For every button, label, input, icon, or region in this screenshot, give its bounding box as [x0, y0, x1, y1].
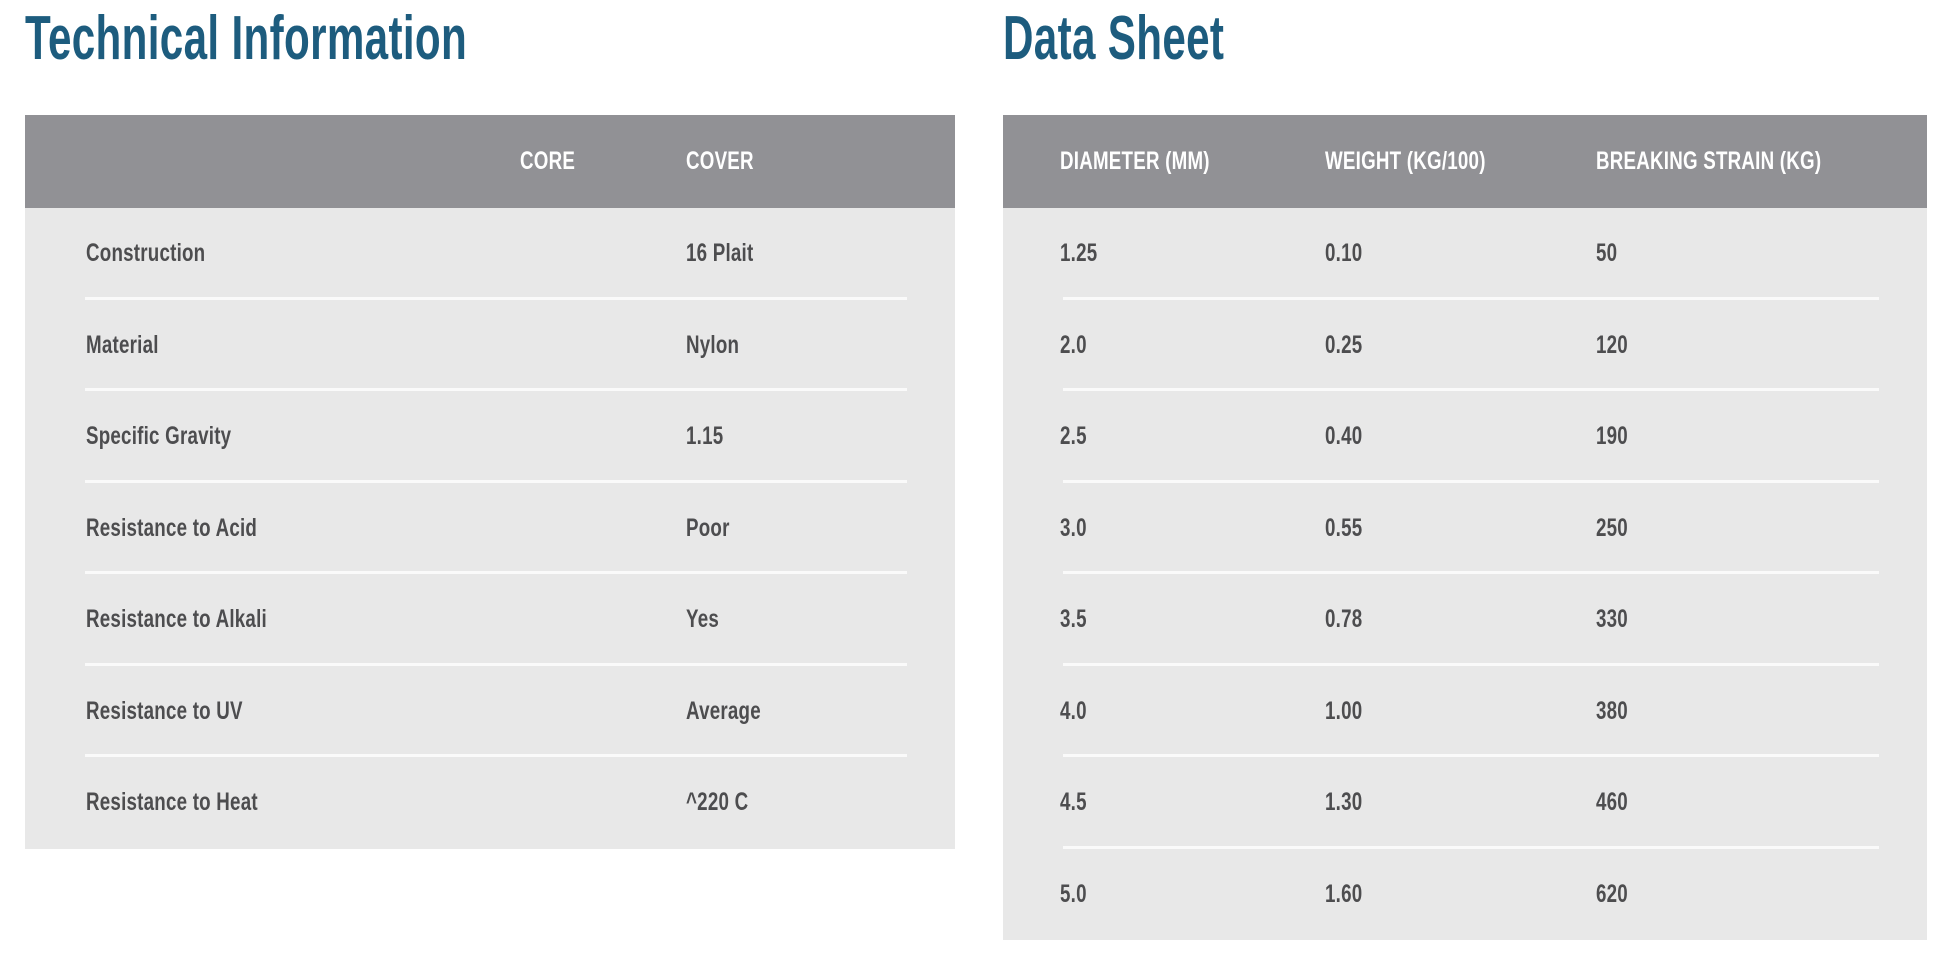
table-row: Resistance to Acid Poor: [25, 483, 955, 575]
row-label: Material: [86, 330, 159, 359]
cover-column-header: COVER: [686, 147, 754, 175]
data-sheet-title: Data Sheet: [1003, 8, 1927, 115]
breaking-strain-value: 620: [1596, 879, 1628, 908]
breaking-strain-value: 380: [1596, 696, 1628, 725]
core-value: [520, 514, 686, 543]
data-sheet-section: Data Sheet DIAMETER (MM) WEIGHT (KG/100)…: [1003, 8, 1927, 940]
table-row: 3.5 0.78 330: [1003, 574, 1927, 666]
core-value: [520, 605, 686, 634]
diameter-value: 3.5: [1060, 605, 1087, 634]
data-sheet-table: DIAMETER (MM) WEIGHT (KG/100) BREAKING S…: [1003, 115, 1927, 940]
table-row: 2.5 0.40 190: [1003, 391, 1927, 483]
core-value: [520, 422, 686, 451]
row-label: Construction: [86, 239, 206, 268]
table-row: 2.0 0.25 120: [1003, 300, 1927, 392]
weight-value: 1.60: [1325, 879, 1363, 908]
diameter-value: 4.5: [1060, 788, 1087, 817]
weight-value: 0.78: [1325, 605, 1363, 634]
diameter-column-header: DIAMETER (MM): [1060, 147, 1210, 175]
weight-value: 0.10: [1325, 239, 1363, 268]
breaking-strain-value: 250: [1596, 513, 1628, 542]
row-label: Resistance to Heat: [86, 788, 258, 817]
diameter-value: 3.0: [1060, 513, 1087, 542]
weight-column-header: WEIGHT (KG/100): [1325, 147, 1486, 175]
core-value: [520, 697, 686, 726]
weight-value: 0.55: [1325, 513, 1363, 542]
breaking-strain-value: 50: [1596, 239, 1618, 268]
breaking-strain-value: 190: [1596, 422, 1628, 451]
breaking-strain-value: 460: [1596, 788, 1628, 817]
table-row: 4.5 1.30 460: [1003, 757, 1927, 849]
technical-information-title: Technical Information: [25, 8, 955, 115]
table-row: Specific Gravity 1.15: [25, 391, 955, 483]
core-value: [520, 788, 686, 817]
technical-information-section: Technical Information CORE COVER Constru…: [25, 8, 955, 849]
row-label: Resistance to Acid: [86, 513, 258, 542]
breaking-strain-column-header: BREAKING STRAIN (KG): [1596, 147, 1822, 175]
weight-value: 0.40: [1325, 422, 1363, 451]
table-row: Resistance to Alkali Yes: [25, 574, 955, 666]
cover-value: Average: [686, 696, 761, 725]
table-row: 1.25 0.10 50: [1003, 208, 1927, 300]
row-label: Specific Gravity: [86, 422, 232, 451]
table-row: 4.0 1.00 380: [1003, 666, 1927, 758]
weight-value: 0.25: [1325, 330, 1363, 359]
breaking-strain-value: 120: [1596, 330, 1628, 359]
diameter-value: 2.5: [1060, 422, 1087, 451]
table-row: Resistance to UV Average: [25, 666, 955, 758]
data-sheet-table-header: DIAMETER (MM) WEIGHT (KG/100) BREAKING S…: [1003, 115, 1927, 208]
core-column-header: CORE: [520, 147, 576, 175]
cover-value: ^220 C: [686, 788, 749, 817]
weight-value: 1.30: [1325, 788, 1363, 817]
row-label: Resistance to Alkali: [86, 605, 267, 634]
data-sheet-title-text: Data Sheet: [1003, 4, 1225, 73]
cover-value: 1.15: [686, 422, 724, 451]
cover-value: Poor: [686, 513, 730, 542]
table-row: 5.0 1.60 620: [1003, 849, 1927, 941]
core-value: [520, 239, 686, 268]
technical-information-title-text: Technical Information: [25, 4, 468, 73]
technical-information-table-header: CORE COVER: [25, 115, 955, 208]
table-row: 3.0 0.55 250: [1003, 483, 1927, 575]
table-row: Construction 16 Plait: [25, 208, 955, 300]
table-row: Material Nylon: [25, 300, 955, 392]
diameter-value: 5.0: [1060, 879, 1087, 908]
data-sheet-table-body: 1.25 0.10 50 2.0 0.25 120 2.5 0.40 190 3…: [1003, 208, 1927, 940]
breaking-strain-value: 330: [1596, 605, 1628, 634]
cover-value: 16 Plait: [686, 239, 754, 268]
table-row: Resistance to Heat ^220 C: [25, 757, 955, 849]
diameter-value: 4.0: [1060, 696, 1087, 725]
diameter-value: 1.25: [1060, 239, 1098, 268]
row-label: Resistance to UV: [86, 696, 243, 725]
technical-information-table-body: Construction 16 Plait Material Nylon Spe…: [25, 208, 955, 849]
cover-value: Nylon: [686, 330, 740, 359]
diameter-value: 2.0: [1060, 330, 1087, 359]
weight-value: 1.00: [1325, 696, 1363, 725]
core-value: [520, 331, 686, 360]
cover-value: Yes: [686, 605, 720, 634]
technical-information-table: CORE COVER Construction 16 Plait Materia…: [25, 115, 955, 849]
